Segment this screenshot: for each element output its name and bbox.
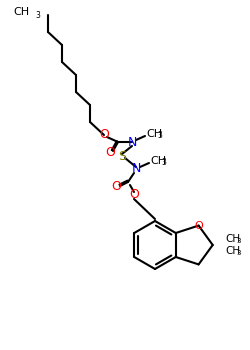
Text: 3: 3 [36, 10, 41, 20]
Text: CH: CH [226, 234, 241, 244]
Text: 3: 3 [161, 158, 166, 167]
Text: N: N [127, 135, 137, 148]
Text: N: N [131, 162, 141, 175]
Text: 3: 3 [237, 238, 241, 244]
Text: O: O [194, 220, 203, 231]
Text: O: O [99, 128, 109, 141]
Text: CH: CH [226, 246, 241, 256]
Text: O: O [129, 189, 139, 202]
Text: S: S [118, 149, 126, 162]
Text: CH: CH [14, 7, 30, 17]
Text: CH: CH [150, 156, 166, 166]
Text: 3: 3 [237, 250, 241, 256]
Text: CH: CH [146, 129, 162, 139]
Text: O: O [111, 181, 121, 194]
Text: O: O [105, 147, 115, 160]
Text: 3: 3 [157, 131, 162, 140]
